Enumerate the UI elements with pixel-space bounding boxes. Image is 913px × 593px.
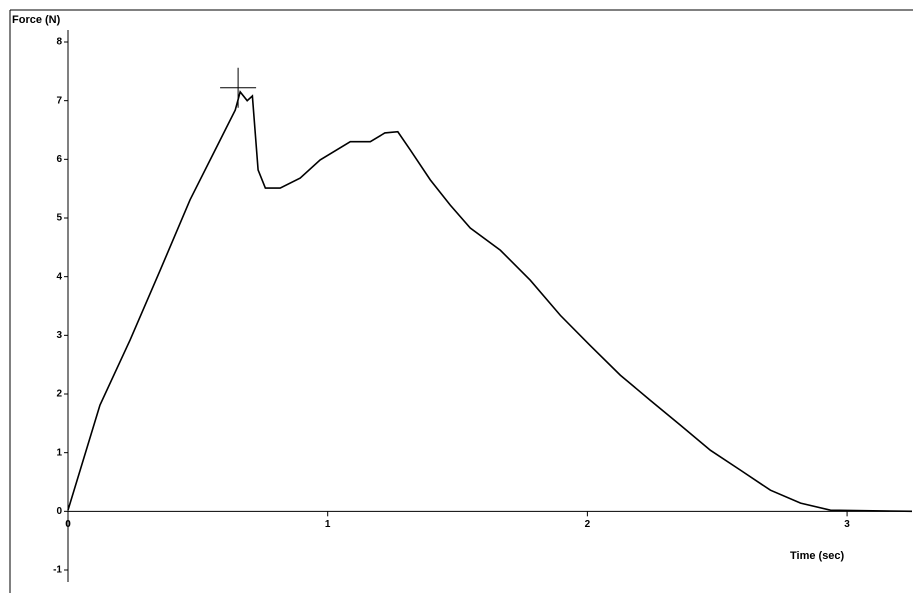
y-tick-label: 0 <box>56 506 62 517</box>
peak-marker <box>220 67 257 108</box>
y-tick-label: 7 <box>56 95 62 106</box>
y-tick-label: 4 <box>56 271 62 282</box>
x-tick-label: 1 <box>325 519 331 530</box>
y-tick-label: 3 <box>56 330 62 341</box>
y-tick-label: -1 <box>53 565 62 576</box>
y-tick-label: 5 <box>56 213 62 224</box>
y-tick-label: 6 <box>56 154 62 165</box>
y-tick-label: 1 <box>56 447 62 458</box>
force-line <box>67 90 913 513</box>
x-tick-label: 0 <box>65 519 71 530</box>
y-tick-label: 2 <box>56 389 62 400</box>
y-axis-label: Force (N) <box>12 14 61 26</box>
x-axis-label: Time (sec) <box>790 550 845 562</box>
x-tick-label: 3 <box>844 519 850 530</box>
y-tick-label: 8 <box>56 37 62 48</box>
x-tick-label: 2 <box>585 519 591 530</box>
